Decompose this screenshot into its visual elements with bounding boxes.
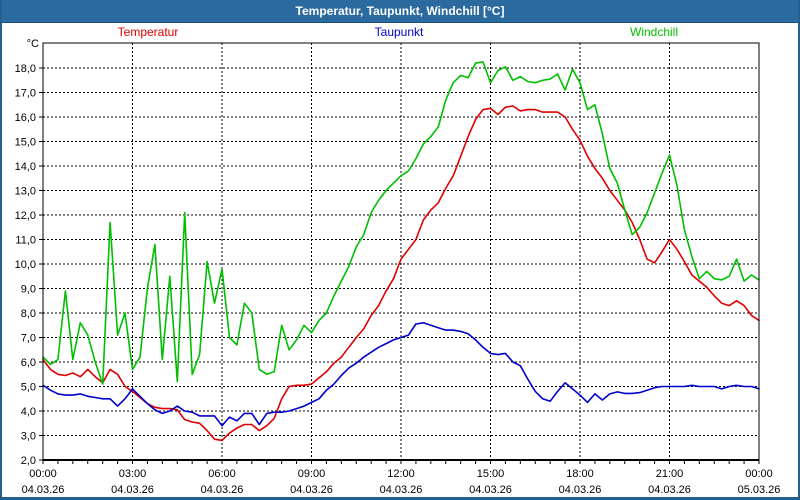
x-tick-time-label: 03:00 (119, 468, 147, 480)
chart-legend: Temperatur Taupunkt Windchill (2, 25, 798, 41)
series-temperatur (42, 105, 760, 442)
x-tick-date-label: 04.03.26 (290, 484, 333, 496)
y-tick-label: 7,0 (21, 333, 36, 345)
y-tick-label: 14,0 (15, 161, 36, 173)
y-tick-label: 16,0 (15, 112, 36, 124)
y-tick-label: 13,0 (15, 186, 36, 198)
y-tick-label: 5,0 (21, 382, 36, 394)
x-tick-date-label: 04.03.26 (648, 484, 691, 496)
window-titlebar: Temperatur, Taupunkt, Windchill [°C] (2, 0, 798, 23)
x-tick-date-label: 04.03.26 (22, 484, 65, 496)
x-tick-time-label: 15:00 (477, 468, 505, 480)
y-tick-label: 6,0 (21, 357, 36, 369)
x-tick-time-label: 18:00 (566, 468, 594, 480)
x-tick-date-label: 04.03.26 (559, 484, 602, 496)
x-tick-time-label: 12:00 (387, 468, 415, 480)
window-title: Temperatur, Taupunkt, Windchill [°C] (295, 4, 505, 18)
legend-taupunkt: Taupunkt (374, 25, 424, 39)
y-tick-label: 9,0 (21, 284, 36, 296)
y-tick-label: 11,0 (15, 235, 36, 247)
legend-temperatur: Temperatur (117, 25, 179, 39)
y-tick-label: 2,0 (21, 455, 36, 467)
x-tick-time-label: 00:00 (29, 468, 57, 480)
y-tick-label: 10,0 (15, 259, 36, 271)
y-axis-unit-label: °C (27, 38, 39, 50)
x-tick-date-label: 05.03.26 (738, 484, 781, 496)
x-tick-date-label: 04.03.26 (380, 484, 423, 496)
y-tick-label: 3,0 (21, 431, 36, 443)
x-tick-time-label: 00:00 (745, 468, 773, 480)
x-tick-date-label: 04.03.26 (111, 484, 154, 496)
y-tick-label: 17,0 (15, 88, 36, 100)
x-tick-time-label: 06:00 (208, 468, 236, 480)
x-tick-time-label: 21:00 (656, 468, 684, 480)
y-tick-label: 4,0 (21, 406, 36, 418)
x-tick-time-label: 09:00 (298, 468, 326, 480)
y-tick-label: 15,0 (15, 137, 36, 149)
y-tick-label: 12,0 (15, 210, 36, 222)
x-tick-date-label: 04.03.26 (469, 484, 512, 496)
series-taupunkt (42, 321, 760, 427)
series-windchill (42, 61, 760, 385)
legend-windchill: Windchill (629, 25, 679, 39)
y-tick-label: 18,0 (15, 63, 36, 75)
x-tick-date-label: 04.03.26 (201, 484, 244, 496)
y-tick-label: 8,0 (21, 308, 36, 320)
